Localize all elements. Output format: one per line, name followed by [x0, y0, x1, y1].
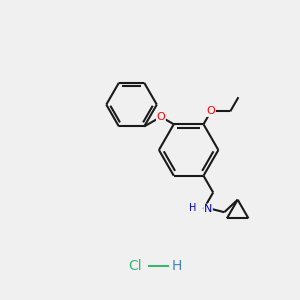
Text: O: O	[207, 106, 215, 116]
Text: H: H	[189, 203, 197, 213]
Text: H: H	[172, 259, 182, 273]
Text: Cl: Cl	[128, 259, 142, 273]
Text: O: O	[157, 112, 165, 122]
Text: N: N	[204, 204, 212, 214]
